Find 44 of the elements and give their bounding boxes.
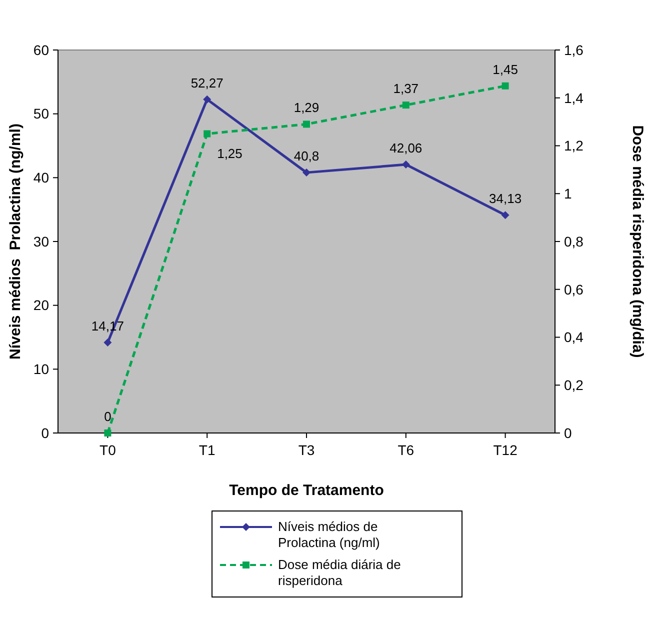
point <box>501 211 510 220</box>
legend-label: Dose média diária de risperidona <box>278 557 401 588</box>
data-label: 1,29 <box>294 100 320 116</box>
y2-tick-label: 1 <box>564 186 572 202</box>
y2-tick-label: 1,4 <box>564 90 584 106</box>
point <box>302 168 310 177</box>
x-tick-label: T0 <box>100 442 116 458</box>
legend-label: Níveis médios de Prolactina (ng/ml) <box>278 519 380 550</box>
point <box>204 130 211 138</box>
point <box>203 95 212 104</box>
y-tick-label: 0 <box>41 424 50 441</box>
data-label: 1,37 <box>393 81 419 96</box>
point <box>303 120 310 128</box>
x-tick-label: T12 <box>493 442 518 458</box>
x-axis-title: Tempo de Tratamento <box>229 482 384 499</box>
x-tick-label: T1 <box>198 442 216 458</box>
y2-tick-label: 0,4 <box>564 329 584 346</box>
y2-axis-title: Dose média risperidona (mg/dia) <box>629 125 646 358</box>
y2-tick-label: 1,6 <box>564 42 584 58</box>
data-label: 34,13 <box>489 191 522 206</box>
y2-tick-label: 0,2 <box>564 377 584 394</box>
y-tick-label: 20 <box>33 297 50 314</box>
y2-tick-label: 1,2 <box>564 138 584 154</box>
y-tick-label: 50 <box>33 106 50 122</box>
data-label: 0 <box>104 409 112 424</box>
y-tick-label: 40 <box>33 170 50 186</box>
y-tick-label: 10 <box>33 361 50 378</box>
x-tick-label: T6 <box>398 442 414 458</box>
data-label: 40,8 <box>294 148 320 164</box>
x-tick-label: T3 <box>298 442 315 458</box>
data-label: 52,27 <box>190 75 224 90</box>
data-label: 1,25 <box>217 146 242 161</box>
data-label: 42,06 <box>390 140 422 156</box>
point <box>502 82 509 90</box>
point <box>104 430 112 436</box>
y-tick-label: 60 <box>33 42 50 58</box>
y2-tick-label: 0 <box>564 424 572 441</box>
y-tick-label: 30 <box>33 233 50 250</box>
data-label: 1,45 <box>492 62 518 77</box>
y2-tick-label: 0,8 <box>564 233 584 250</box>
point <box>104 338 112 347</box>
y2-tick-label: 0,6 <box>564 281 584 298</box>
point <box>402 102 410 109</box>
y-axis-title: Níveis médios Prolactina (ng/ml) <box>7 124 24 360</box>
